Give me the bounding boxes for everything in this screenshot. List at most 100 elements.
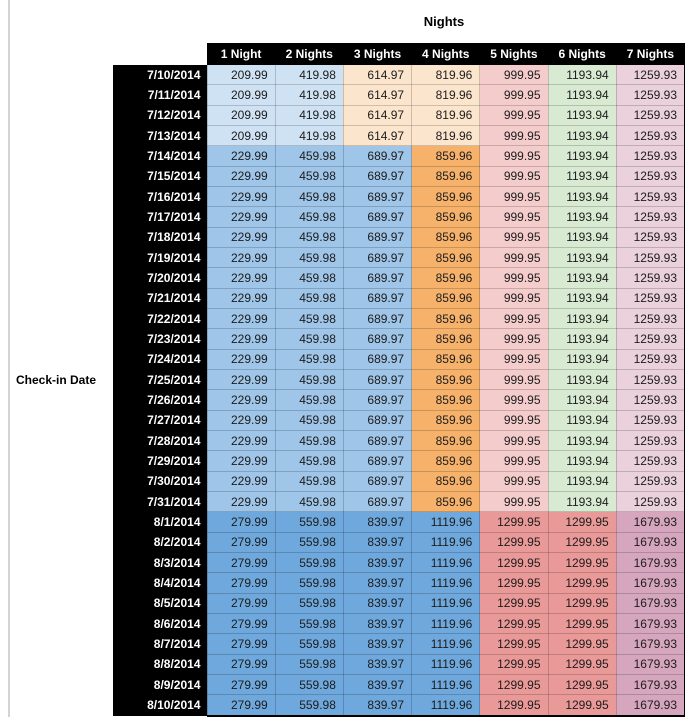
price-cell: 819.96 [411,104,481,126]
price-cell: 819.96 [411,84,481,106]
price-cell: 559.98 [274,694,344,717]
price-cell: 859.96 [411,328,481,350]
price-cell: 419.98 [274,124,344,147]
price-cell: 999.95 [479,328,549,350]
price-cell: 689.97 [342,429,413,452]
price-cell: 689.97 [342,267,413,289]
price-cell: 614.97 [342,104,413,126]
date-cell: 7/29/2014 [113,450,207,472]
price-cell: 1119.96 [411,633,481,655]
price-cell: 229.99 [206,267,276,289]
table-row: 8/9/2014 279.99 559.98 839.97 1119.96 1299.95… [113,673,686,696]
date-cell: 7/31/2014 [113,491,207,512]
price-cell: 1193.94 [547,409,617,431]
table-row: 7/10/2014 209.99 419.98 614.97 819.96 999.95 1… [113,63,686,86]
price-cell: 459.98 [274,429,344,452]
price-cell: 999.95 [479,63,549,86]
price-cell: 689.97 [342,287,413,309]
price-cell: 1193.94 [547,429,617,452]
price-cell: 819.96 [411,124,481,147]
date-cell: 8/3/2014 [113,552,207,573]
price-cell: 859.96 [411,206,481,228]
price-cell: 1299.95 [547,531,617,553]
price-cell: 839.97 [342,572,413,594]
price-cell: 614.97 [342,63,413,86]
price-cell: 229.99 [206,246,276,269]
table-row: 8/2/2014 279.99 559.98 839.97 1119.96 1299.95… [113,531,686,553]
price-cell: 459.98 [274,348,344,370]
price-cell: 839.97 [342,551,413,574]
price-cell: 1193.94 [547,63,617,86]
price-cell: 1679.93 [615,511,686,533]
price-cell: 999.95 [479,206,549,228]
price-cell: 999.95 [479,287,549,309]
price-cell: 229.99 [206,287,276,309]
price-cell: 459.98 [274,470,344,492]
date-cell: 7/18/2014 [113,227,207,248]
price-cell: 1679.93 [615,673,686,696]
price-cell: 459.98 [274,389,344,411]
price-cell: 229.99 [206,185,276,208]
price-cell: 1193.94 [547,104,617,126]
price-cell: 1679.93 [615,572,686,594]
table-row: 7/25/2014 229.99 459.98 689.97 859.96 999.95 1… [113,368,686,391]
price-cell: 1259.93 [615,368,686,391]
price-cell: 859.96 [411,307,481,330]
price-cell: 999.95 [479,226,549,248]
price-cell: 1299.95 [547,572,617,594]
price-cell: 559.98 [274,531,344,553]
price-cell: 1119.96 [411,653,481,675]
table-row: 7/17/2014 229.99 459.98 689.97 859.96 999.95 1… [113,206,686,228]
price-cell: 1193.94 [547,368,617,391]
date-cell: 7/26/2014 [113,389,207,411]
price-cell: 229.99 [206,470,276,492]
price-cell: 279.99 [206,673,276,696]
price-cell: 229.99 [206,145,276,167]
price-cell: 859.96 [411,368,481,391]
date-cell: 8/8/2014 [113,654,207,675]
table-row: 7/20/2014 229.99 459.98 689.97 859.96 999.95 1… [113,267,686,289]
price-cell: 1119.96 [411,551,481,574]
price-cell: 229.99 [206,206,276,228]
price-cell: 1193.94 [547,165,617,187]
price-cell: 459.98 [274,490,344,513]
price-cell: 1119.96 [411,572,481,594]
price-cell: 459.98 [274,307,344,330]
price-cell: 1193.94 [547,226,617,248]
price-cell: 859.96 [411,470,481,492]
table-row: 7/29/2014 229.99 459.98 689.97 859.96 999.95 1… [113,450,686,472]
price-cell: 279.99 [206,592,276,614]
price-cell: 999.95 [479,429,549,452]
price-cell: 229.99 [206,409,276,431]
price-cell: 1259.93 [615,165,686,187]
price-cell: 1299.95 [547,653,617,675]
price-cell: 459.98 [274,409,344,431]
price-cell: 689.97 [342,490,413,513]
price-cell: 559.98 [274,511,344,533]
price-cell: 689.97 [342,348,413,370]
table-row: 8/8/2014 279.99 559.98 839.97 1119.96 1299.95… [113,653,686,675]
table-row: 8/3/2014 279.99 559.98 839.97 1119.96 1299.95… [113,551,686,574]
price-cell: 229.99 [206,307,276,330]
date-cell: 7/15/2014 [113,166,207,187]
price-cell: 999.95 [479,348,549,370]
price-cell: 1679.93 [615,694,686,717]
price-cell: 209.99 [206,63,276,86]
price-cell: 614.97 [342,124,413,147]
date-cell: 7/13/2014 [113,125,207,146]
date-cell: 7/27/2014 [113,410,207,431]
pricing-table-header: 1 Night 2 Nights 3 Nights 4 Nights 5 Nights 6… [113,43,685,65]
price-cell: 839.97 [342,531,413,553]
table-row: 7/24/2014 229.99 459.98 689.97 859.96 999.95 1… [113,348,686,370]
price-cell: 279.99 [206,531,276,553]
price-cell: 459.98 [274,287,344,309]
price-cell: 689.97 [342,450,413,472]
price-cell: 689.97 [342,389,413,411]
price-cell: 689.97 [342,307,413,330]
price-cell: 559.98 [274,673,344,696]
date-cell: 7/12/2014 [113,105,207,126]
price-cell: 229.99 [206,165,276,187]
price-cell: 459.98 [274,328,344,350]
pricing-table-body: 7/10/2014 209.99 419.98 614.97 819.96 999.95 1… [113,63,686,717]
price-cell: 999.95 [479,450,549,472]
